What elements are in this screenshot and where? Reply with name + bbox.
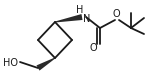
Text: HO: HO bbox=[3, 58, 18, 68]
Polygon shape bbox=[55, 14, 83, 22]
Text: N: N bbox=[83, 14, 91, 24]
Text: H: H bbox=[76, 5, 84, 15]
Text: O: O bbox=[89, 43, 97, 53]
Polygon shape bbox=[36, 58, 55, 71]
Text: O: O bbox=[112, 9, 120, 19]
